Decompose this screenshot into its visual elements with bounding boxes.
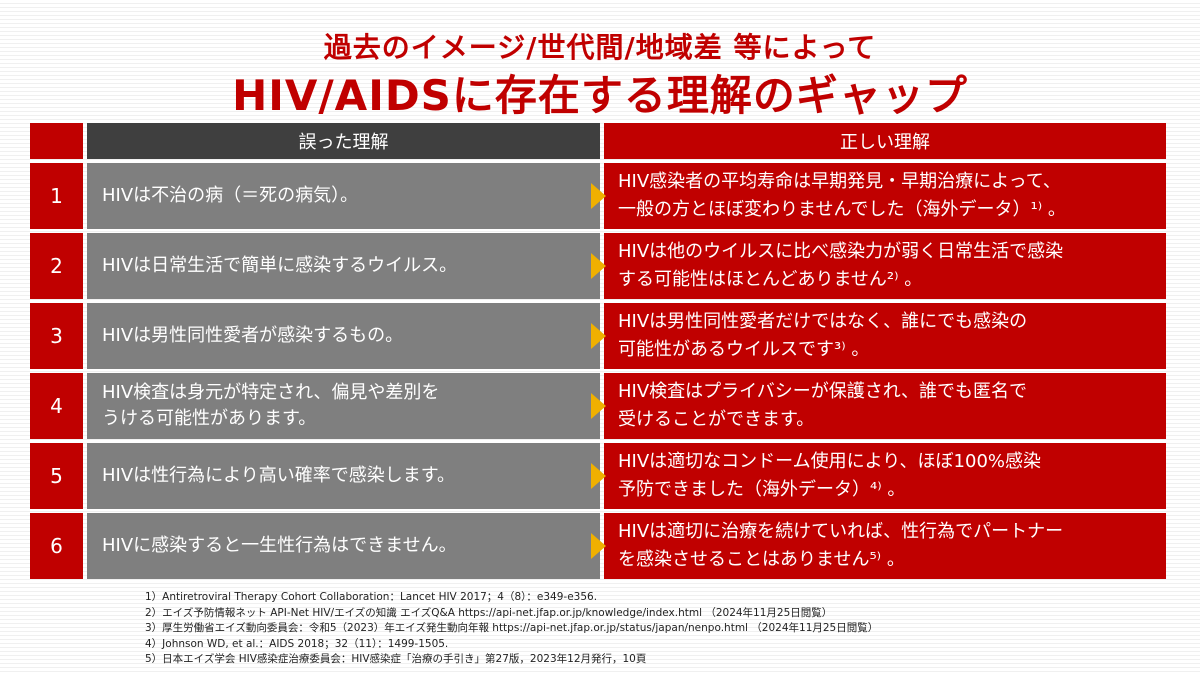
wrong-understanding-cell: HIVは不治の病（＝死の病気）。 — [87, 163, 600, 229]
reference-item: 5）日本エイズ学会 HIV感染症治療委員会：HIV感染症「治療の手引き」第27版… — [145, 653, 647, 665]
correct-understanding-cell: HIVは他のウイルスに比べ感染力が弱く日常生活で感染 する可能性はほとんどありま… — [604, 233, 1166, 299]
arrow-icon — [591, 533, 606, 559]
correct-understanding-cell: HIVは男性同性愛者だけではなく、誰にでも感染の 可能性があるウイルスです³⁾ … — [604, 303, 1166, 369]
wrong-understanding-cell: HIVは日常生活で簡単に感染するウイルス。 — [87, 233, 600, 299]
row-number: 2 — [30, 233, 83, 299]
correct-text: HIVは適切に治療を続けていれば、性行為でパートナー を感染させることはありませ… — [618, 521, 1064, 570]
row-number: 6 — [30, 513, 83, 579]
row-number: 4 — [30, 373, 83, 439]
arrow-icon — [591, 393, 606, 419]
arrow-icon — [591, 253, 606, 279]
correct-text: HIVは他のウイルスに比べ感染力が弱く日常生活で感染 する可能性はほとんどありま… — [618, 241, 1064, 290]
header-correct-understanding: 正しい理解 — [604, 123, 1166, 159]
header-wrong-understanding: 誤った理解 — [87, 123, 600, 159]
reference-item: 1）Antiretroviral Therapy Cohort Collabor… — [145, 591, 598, 603]
wrong-text: HIVに感染すると一生性行為はできません。 — [102, 535, 457, 556]
arrow-icon — [591, 323, 606, 349]
wrong-understanding-cell: HIVは性行為により高い確率で感染します。 — [87, 443, 600, 509]
correct-text: HIV検査はプライバシーが保護され、誰でも匿名で 受けることができます。 — [618, 381, 1027, 430]
page-title: HIV/AIDSに存在する理解のギャップ — [232, 71, 968, 120]
correct-understanding-cell: HIV検査はプライバシーが保護され、誰でも匿名で 受けることができます。 — [604, 373, 1166, 439]
wrong-text: HIV検査は身元が特定され、偏見や差別を うける可能性があります。 — [102, 382, 440, 429]
arrow-icon — [591, 183, 606, 209]
wrong-text: HIVは男性同性愛者が感染するもの。 — [102, 325, 404, 346]
header-number-cell — [30, 123, 83, 159]
row-number: 1 — [30, 163, 83, 229]
references: 1）Antiretroviral Therapy Cohort Collabor… — [145, 590, 878, 668]
wrong-understanding-cell: HIV検査は身元が特定され、偏見や差別を うける可能性があります。 — [87, 373, 600, 439]
wrong-understanding-cell: HIVは男性同性愛者が感染するもの。 — [87, 303, 600, 369]
reference-item: 2）エイズ予防情報ネット API-Net HIV/エイズの知識 エイズQ&A h… — [145, 606, 833, 619]
arrow-icon — [591, 463, 606, 489]
correct-understanding-cell: HIVは適切に治療を続けていれば、性行為でパートナー を感染させることはありませ… — [604, 513, 1166, 579]
correct-text: HIV感染者の平均寿命は早期発見・早期治療によって、 一般の方とほぼ変わりません… — [618, 171, 1066, 220]
reference-item: 4）Johnson WD, et al.：AIDS 2018；32（11）：14… — [145, 637, 449, 650]
wrong-text: HIVは不治の病（＝死の病気）。 — [102, 185, 359, 206]
wrong-text: HIVは日常生活で簡単に感染するウイルス。 — [102, 255, 458, 276]
row-number: 5 — [30, 443, 83, 509]
wrong-understanding-cell: HIVに感染すると一生性行為はできません。 — [87, 513, 600, 579]
correct-understanding-cell: HIV感染者の平均寿命は早期発見・早期治療によって、 一般の方とほぼ変わりません… — [604, 163, 1166, 229]
reference-item: 3）厚生労働省エイズ動向委員会：令和5（2023）年エイズ発生動向年報 http… — [145, 622, 879, 634]
row-number: 3 — [30, 303, 83, 369]
correct-text: HIVは男性同性愛者だけではなく、誰にでも感染の 可能性があるウイルスです³⁾ … — [618, 311, 1028, 360]
correct-text: HIVは適切なコンドーム使用により、ほぼ100%感染 予防できました（海外データ… — [618, 451, 1041, 500]
correct-understanding-cell: HIVは適切なコンドーム使用により、ほぼ100%感染 予防できました（海外データ… — [604, 443, 1166, 509]
wrong-text: HIVは性行為により高い確率で感染します。 — [102, 465, 455, 486]
subtitle: 過去のイメージ/世代間/地域差 等によって — [323, 31, 877, 64]
